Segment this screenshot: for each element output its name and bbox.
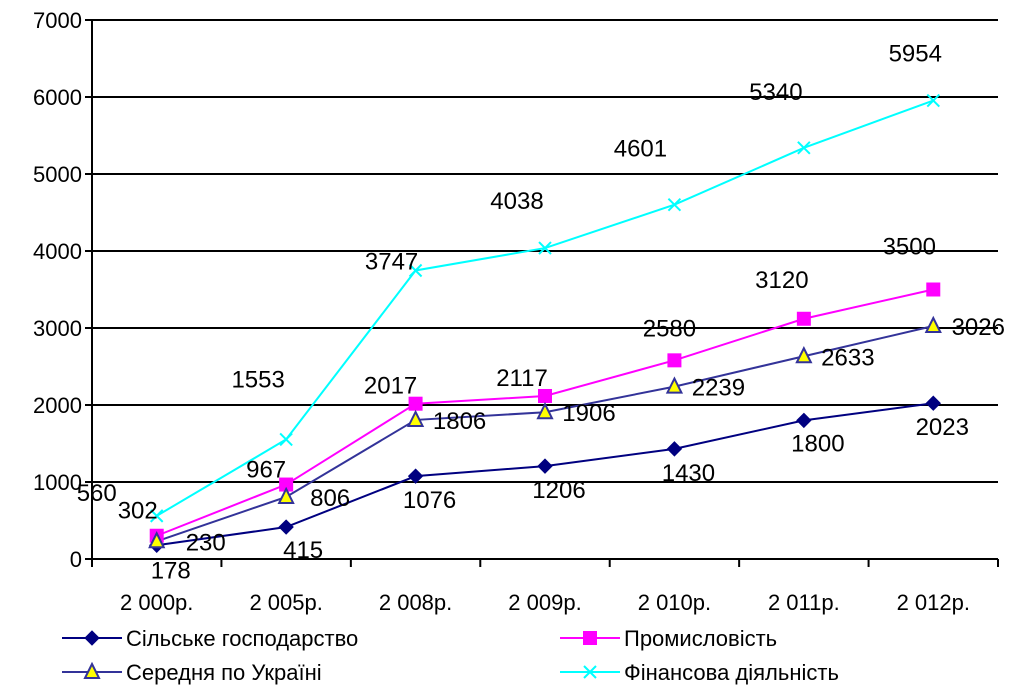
data-label: 178 [151,557,191,584]
legend-marker [583,631,597,645]
data-label: 2017 [364,373,417,400]
data-label: 1553 [231,366,284,393]
data-label: 1906 [562,400,615,427]
data-label: 2239 [692,375,745,402]
data-label: 1206 [532,477,585,504]
y-axis-ticks: 0 1000 2000 3000 4000 5000 6000 7000 [33,8,82,572]
x-tick-label: 2 009р. [508,590,581,615]
data-label: 1430 [662,460,715,487]
data-point [798,142,810,154]
data-point [926,396,940,410]
x-tick-label: 2 000р. [120,590,193,615]
y-tick-label: 1000 [33,470,82,495]
data-point [538,459,552,473]
data-point [279,520,293,534]
data-label: 3500 [883,234,936,261]
legend-marker [85,631,99,645]
data-label: 2580 [643,315,696,342]
legend-label: Фінансова діяльність [624,660,839,685]
data-point [926,283,940,297]
data-label: 560 [77,480,117,507]
data-point [797,312,811,326]
y-tick-label: 5000 [33,162,82,187]
data-label: 967 [246,457,286,484]
data-point [668,199,680,211]
data-labels: 178 415 1076 1206 1430 1800 2023 302 967 2017 2117… [77,41,1005,585]
y-tick-label: 3000 [33,316,82,341]
x-tick-label: 2 005р. [249,590,322,615]
data-point [667,442,681,456]
x-tick-label: 2 011р. [768,590,840,615]
data-point [280,433,292,445]
x-axis-ticks: 2 000р. 2 005р. 2 008р. 2 009р. 2 010р. 2 011… [120,590,970,615]
data-label: 1800 [791,430,844,457]
data-label: 1076 [403,487,456,514]
y-tick-label: 0 [70,547,82,572]
legend-label: Середня по Україні [126,660,322,685]
data-label: 2117 [496,365,548,392]
legend-label: Промисловість [624,626,777,651]
data-label: 3026 [952,314,1005,341]
legend-item: Середня по Україні [62,660,322,685]
data-label: 1806 [433,408,486,435]
data-point [797,413,811,427]
data-point [926,318,940,332]
data-label: 4038 [490,188,543,215]
y-tick-label: 6000 [33,85,82,110]
data-label: 5340 [749,79,802,106]
data-label: 5954 [889,41,942,68]
data-label: 415 [283,537,323,564]
legend-item: Фінансова діяльність [560,660,839,685]
data-label: 806 [310,485,350,512]
data-label: 302 [118,498,158,525]
x-tick-label: 2 008р. [379,590,452,615]
y-tick-label: 2000 [33,393,82,418]
legend-label: Сільське господарство [126,626,358,651]
data-label: 230 [186,529,226,556]
data-label: 3120 [755,267,808,294]
x-tick-label: 2 010р. [638,590,711,615]
data-label: 2633 [821,344,874,371]
data-label: 4601 [614,136,667,163]
legend-item: Промисловість [560,626,777,651]
x-tick-label: 2 012р. [897,590,970,615]
y-tick-label: 4000 [33,239,82,264]
data-label: 2023 [916,414,969,441]
legend-item: Сільське господарство [62,626,358,651]
y-tick-label: 7000 [33,8,82,33]
legend: Сільське господарство Промисловість Середн… [62,626,839,685]
data-point [667,353,681,367]
data-label: 3747 [365,248,418,275]
